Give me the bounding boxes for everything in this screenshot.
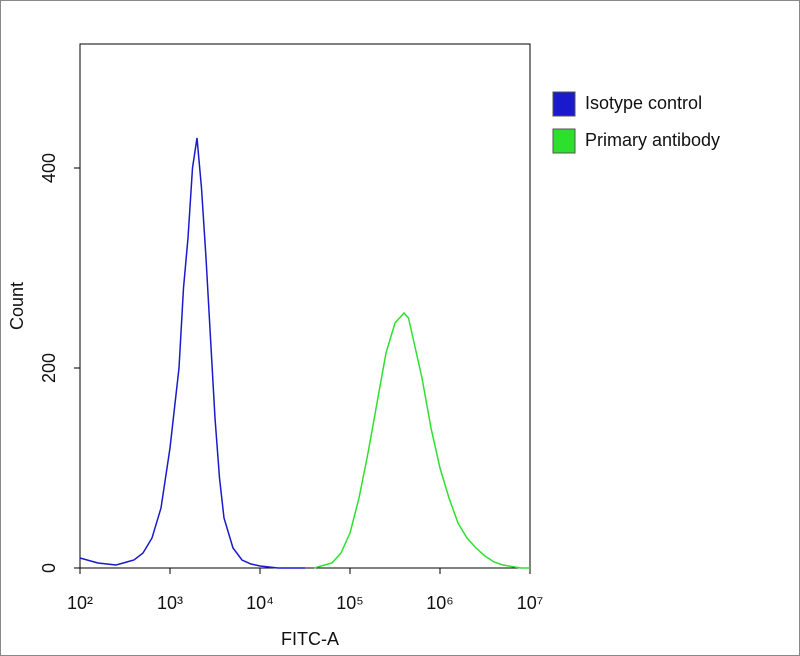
x-tick-label: 10³ bbox=[157, 593, 183, 613]
y-axis-label: Count bbox=[7, 282, 27, 330]
x-axis-label: FITC-A bbox=[281, 629, 339, 649]
x-tick-label: 10² bbox=[67, 593, 93, 613]
x-tick-label: 10⁷ bbox=[517, 593, 544, 613]
y-tick-label: 200 bbox=[39, 353, 59, 383]
y-tick-label: 400 bbox=[39, 153, 59, 183]
series-line bbox=[313, 311, 530, 569]
legend-label: Isotype control bbox=[585, 93, 702, 113]
x-tick-label: 10⁶ bbox=[426, 593, 453, 613]
x-tick-label: 10⁴ bbox=[246, 593, 274, 613]
legend-label: Primary antibody bbox=[585, 130, 720, 150]
legend-swatch bbox=[552, 128, 576, 154]
x-tick-label: 10⁵ bbox=[336, 593, 363, 613]
legend-swatch bbox=[552, 91, 576, 117]
y-tick-label: 0 bbox=[39, 563, 59, 573]
series-line bbox=[79, 137, 305, 569]
